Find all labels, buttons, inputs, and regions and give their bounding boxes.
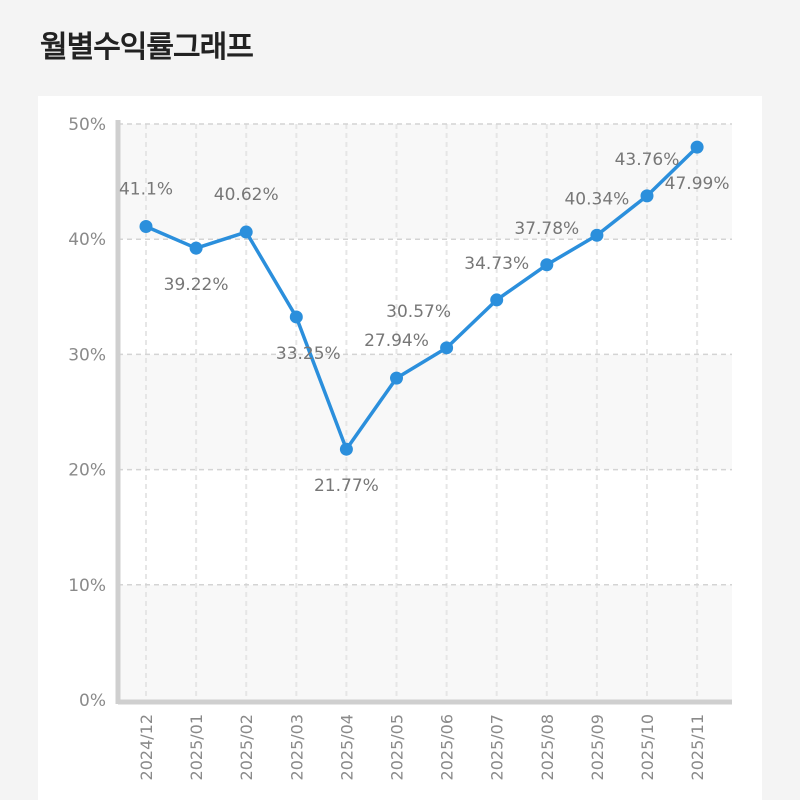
x-tick-label: 2025/07: [488, 714, 507, 780]
data-point: [289, 310, 303, 324]
grid-band: [118, 124, 732, 240]
data-label: 41.1%: [119, 180, 173, 200]
data-point: [440, 341, 454, 355]
x-tick-label: 2025/06: [438, 714, 457, 780]
x-tick-label: 2025/02: [237, 714, 256, 780]
series-line: [145, 145, 699, 451]
grid-band: [118, 584, 732, 700]
data-label: 34.73%: [464, 254, 529, 274]
data-point: [339, 442, 353, 456]
x-tick-label: 2025/05: [388, 714, 407, 780]
data-label: 21.77%: [314, 476, 379, 496]
y-tick-label: 10%: [68, 576, 106, 596]
x-tick-label: 2025/01: [187, 714, 206, 780]
data-label: 39.22%: [164, 275, 229, 295]
x-tick-label: 2025/09: [588, 714, 607, 780]
chart-card: 0% 10% 20% 30% 40% 50% 2024/12 2025/01 2025/02 20…: [38, 96, 762, 800]
grid-band: [118, 239, 732, 355]
data-label: 43.76%: [615, 150, 680, 170]
x-tick-label: 2025/10: [638, 714, 657, 780]
x-tick-label: 2025/11: [688, 714, 707, 780]
data-point: [690, 140, 704, 154]
data-label: 47.99%: [665, 174, 730, 194]
y-tick-label: 20%: [68, 461, 106, 481]
x-tick-label: 2024/12: [137, 714, 156, 780]
x-tick-label: 2025/04: [337, 714, 356, 780]
y-tick-label: 50%: [68, 115, 106, 135]
y-tick-label: 0%: [79, 691, 106, 711]
data-label: 37.78%: [514, 219, 579, 239]
data-point: [640, 189, 654, 203]
data-point: [139, 220, 153, 234]
data-label: 40.62%: [214, 185, 279, 205]
data-point: [239, 225, 253, 239]
line-chart: 0% 10% 20% 30% 40% 50% 2024/12 2025/01 2025/02 20…: [68, 115, 732, 780]
data-point: [490, 293, 504, 307]
data-label: 33.25%: [276, 344, 341, 364]
x-tick-label: 2025/03: [287, 714, 306, 780]
y-tick-label: 40%: [68, 230, 106, 250]
data-point: [540, 258, 554, 272]
y-tick-label: 30%: [68, 345, 106, 365]
page-title: 월별수익률그래프: [40, 30, 254, 65]
data-point: [590, 228, 604, 242]
data-label: 30.57%: [386, 302, 451, 322]
x-tick-label: 2025/08: [538, 714, 557, 780]
data-point: [390, 371, 403, 385]
data-label: 27.94%: [364, 331, 429, 351]
data-label: 40.34%: [564, 189, 629, 209]
data-point: [189, 241, 203, 255]
grid-band: [118, 469, 732, 585]
grid-band: [118, 354, 732, 470]
